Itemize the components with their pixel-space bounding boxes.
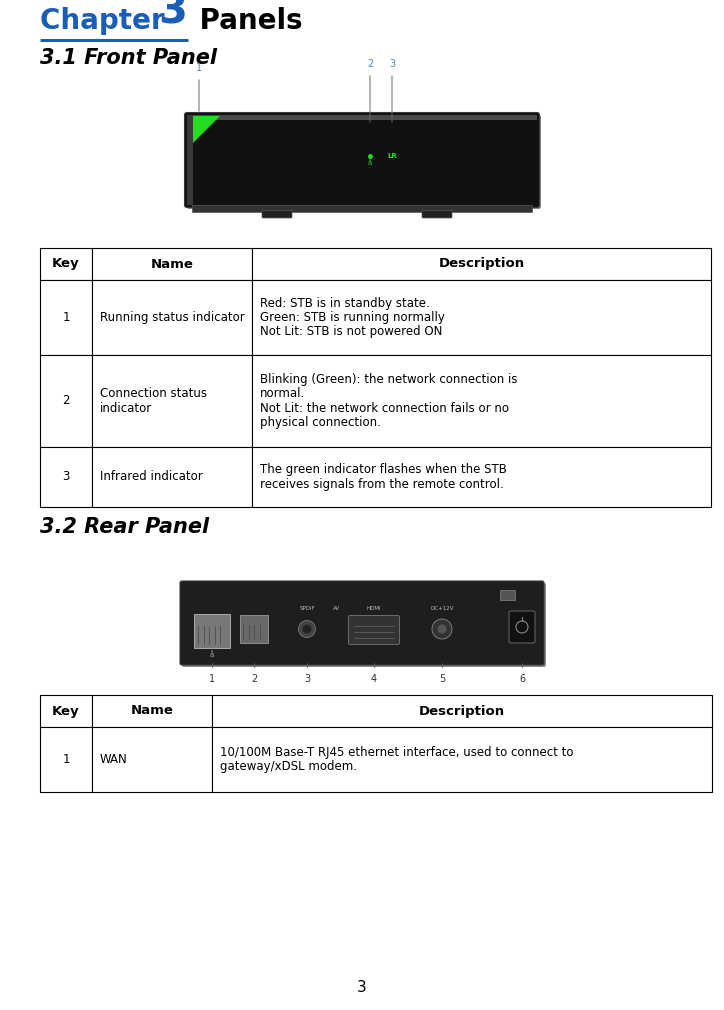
Text: 1: 1 xyxy=(62,311,70,324)
Circle shape xyxy=(298,620,316,637)
Text: 3: 3 xyxy=(158,0,187,33)
Bar xyxy=(240,615,268,643)
Text: The green indicator flashes when the STB: The green indicator flashes when the STB xyxy=(260,464,507,477)
Text: Red: STB is in standby state.: Red: STB is in standby state. xyxy=(260,297,430,309)
FancyBboxPatch shape xyxy=(187,115,541,209)
Bar xyxy=(252,355,711,447)
Text: Running status indicator: Running status indicator xyxy=(100,311,245,324)
Text: indicator: indicator xyxy=(100,402,152,415)
Text: 1: 1 xyxy=(209,674,215,684)
FancyBboxPatch shape xyxy=(185,112,539,207)
Text: DC+12V: DC+12V xyxy=(430,606,454,610)
FancyBboxPatch shape xyxy=(422,210,452,218)
Text: 1: 1 xyxy=(196,63,202,73)
Text: Name: Name xyxy=(151,258,193,271)
Bar xyxy=(500,590,515,600)
Text: Not Lit: the network connection fails or no: Not Lit: the network connection fails or… xyxy=(260,402,509,415)
Text: AV: AV xyxy=(334,606,340,610)
Text: Panels: Panels xyxy=(190,7,303,35)
Polygon shape xyxy=(188,116,220,148)
Text: 1: 1 xyxy=(62,753,70,766)
Text: 4: 4 xyxy=(371,674,377,684)
Text: 5: 5 xyxy=(439,674,445,684)
Text: Infrared indicator: Infrared indicator xyxy=(100,471,203,484)
Text: WAN: WAN xyxy=(100,753,127,766)
Bar xyxy=(92,727,212,792)
Bar xyxy=(212,727,712,792)
Text: Key: Key xyxy=(52,705,80,717)
Text: LR: LR xyxy=(387,153,397,159)
Bar xyxy=(40,447,92,507)
FancyBboxPatch shape xyxy=(509,611,535,643)
Bar xyxy=(92,248,252,280)
Circle shape xyxy=(432,619,452,639)
Bar xyxy=(187,115,537,120)
FancyBboxPatch shape xyxy=(348,615,400,644)
Text: Description: Description xyxy=(439,258,525,271)
Text: 3: 3 xyxy=(62,471,70,484)
Text: 2: 2 xyxy=(251,674,257,684)
Text: normal.: normal. xyxy=(260,387,306,400)
Text: Name: Name xyxy=(130,705,174,717)
Bar xyxy=(252,280,711,355)
Text: Green: STB is running normally: Green: STB is running normally xyxy=(260,311,445,324)
Text: 3: 3 xyxy=(389,59,395,69)
Text: å: å xyxy=(210,651,214,659)
Bar xyxy=(212,695,712,727)
Bar xyxy=(40,280,92,355)
Bar xyxy=(194,614,230,648)
Text: 3.1 Front Panel: 3.1 Front Panel xyxy=(40,48,217,68)
Bar xyxy=(40,355,92,447)
Bar xyxy=(92,695,212,727)
Text: Blinking (Green): the network connection is: Blinking (Green): the network connection… xyxy=(260,373,518,386)
Bar xyxy=(92,355,252,447)
Text: gateway/xDSL modem.: gateway/xDSL modem. xyxy=(220,761,357,774)
Text: 3: 3 xyxy=(304,674,310,684)
Text: Description: Description xyxy=(419,705,505,717)
Text: 3.2 Rear Panel: 3.2 Rear Panel xyxy=(40,517,209,537)
Bar xyxy=(252,447,711,507)
Text: å: å xyxy=(368,160,372,167)
Text: HDMI: HDMI xyxy=(366,606,382,610)
FancyBboxPatch shape xyxy=(262,210,292,218)
Bar xyxy=(192,205,532,211)
Text: 2: 2 xyxy=(367,59,373,69)
Circle shape xyxy=(303,624,311,633)
Text: Connection status: Connection status xyxy=(100,387,207,400)
Text: Not Lit: STB is not powered ON: Not Lit: STB is not powered ON xyxy=(260,325,442,338)
Bar xyxy=(40,248,92,280)
Bar xyxy=(92,447,252,507)
Text: Key: Key xyxy=(52,258,80,271)
Bar xyxy=(40,727,92,792)
Text: 10/100M Base-T RJ45 ethernet interface, used to connect to: 10/100M Base-T RJ45 ethernet interface, … xyxy=(220,745,573,759)
Bar xyxy=(187,115,193,205)
Bar xyxy=(40,695,92,727)
Text: 6: 6 xyxy=(519,674,525,684)
Text: SPDIF: SPDIF xyxy=(299,606,315,610)
FancyBboxPatch shape xyxy=(180,581,544,665)
Bar xyxy=(252,248,711,280)
Bar xyxy=(92,280,252,355)
Text: 3: 3 xyxy=(357,981,367,996)
Text: receives signals from the remote control.: receives signals from the remote control… xyxy=(260,478,504,491)
Text: physical connection.: physical connection. xyxy=(260,416,381,429)
Circle shape xyxy=(437,624,447,633)
Text: 2: 2 xyxy=(62,395,70,407)
Text: Chapter: Chapter xyxy=(40,7,174,35)
FancyBboxPatch shape xyxy=(182,583,546,667)
